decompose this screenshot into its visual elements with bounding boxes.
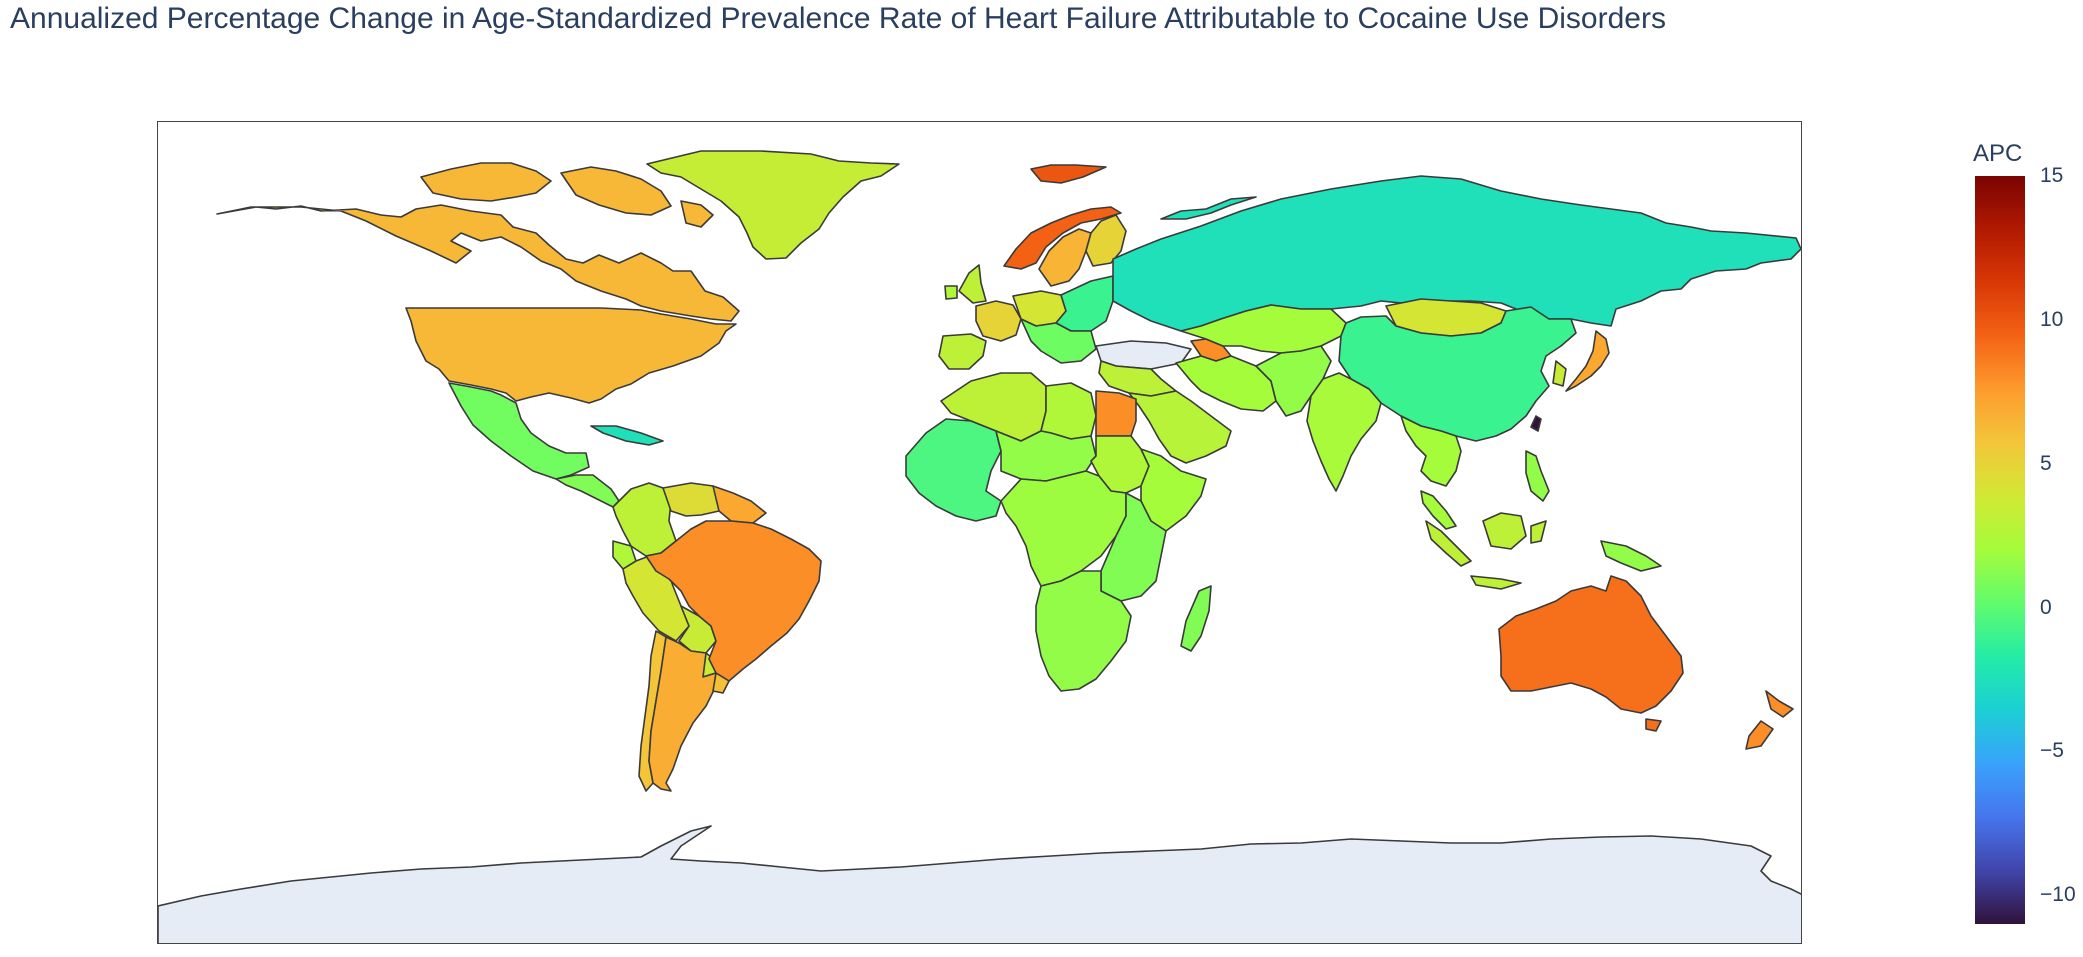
region-new-zealand[interactable] — [1745, 690, 1794, 750]
region-iberia[interactable] — [938, 333, 987, 370]
colorbar-tick-label: −5 — [2040, 739, 2064, 763]
colorbar-gradient — [1975, 176, 2025, 924]
region-eastern-europe[interactable] — [1055, 275, 1114, 332]
region-southeast-asia[interactable] — [1400, 415, 1462, 530]
colorbar-tick-label: 15 — [2040, 164, 2064, 187]
region-canada[interactable] — [216, 162, 740, 322]
region-brazil[interactable] — [645, 520, 822, 682]
region-france[interactable] — [975, 300, 1022, 342]
region-india[interactable] — [1306, 372, 1382, 492]
region-madagascar[interactable] — [1180, 585, 1212, 652]
region-korea[interactable] — [1552, 360, 1567, 387]
region-japan[interactable] — [1565, 330, 1610, 392]
region-saudi-arabia[interactable] — [1128, 390, 1232, 464]
region-east-africa[interactable] — [1100, 492, 1167, 602]
colorbar-tick-label: 10 — [2040, 307, 2064, 331]
region-southern-africa[interactable] — [1035, 570, 1132, 692]
region-argentina[interactable] — [648, 636, 717, 792]
region-libya[interactable] — [1040, 382, 1097, 440]
region-united-kingdom[interactable] — [958, 264, 987, 304]
region-west-africa[interactable] — [905, 418, 1002, 522]
region-taiwan[interactable] — [1530, 415, 1542, 432]
region-greenland[interactable] — [646, 150, 900, 260]
region-indonesia[interactable] — [1425, 512, 1547, 590]
region-united-states[interactable] — [405, 307, 737, 404]
map-svg — [158, 150, 1802, 944]
region-sahel[interactable] — [995, 430, 1097, 482]
region-horn-of-africa[interactable] — [1140, 448, 1207, 532]
colorbar-tick-label: −10 — [2040, 883, 2076, 907]
region-ireland[interactable] — [944, 285, 958, 300]
colorbar-title: APC — [1973, 140, 2023, 167]
region-iceland[interactable] — [1030, 164, 1107, 184]
region-norway[interactable] — [1003, 206, 1122, 270]
region-papua-new-guinea[interactable] — [1600, 540, 1662, 572]
region-layer — [158, 150, 1802, 944]
region-mexico[interactable] — [448, 382, 590, 480]
region-central-america[interactable] — [555, 474, 620, 508]
region-egypt[interactable] — [1095, 390, 1137, 437]
region-balkans[interactable] — [1020, 318, 1097, 364]
colorbar-tick-label: 5 — [2040, 451, 2052, 475]
region-philippines[interactable] — [1525, 450, 1550, 502]
region-antarctica[interactable] — [158, 825, 1802, 944]
region-cuba[interactable] — [590, 425, 664, 446]
region-russia[interactable] — [1112, 175, 1801, 332]
region-guianas[interactable] — [712, 485, 767, 524]
region-australia[interactable] — [1498, 575, 1684, 732]
region-finland[interactable] — [1085, 214, 1127, 267]
region-uruguay[interactable] — [712, 672, 730, 694]
colorbar-tick-label: 0 — [2040, 595, 2052, 619]
chart-title: Annualized Percentage Change in Age-Stan… — [10, 2, 1666, 35]
world-map[interactable] — [157, 121, 1802, 944]
